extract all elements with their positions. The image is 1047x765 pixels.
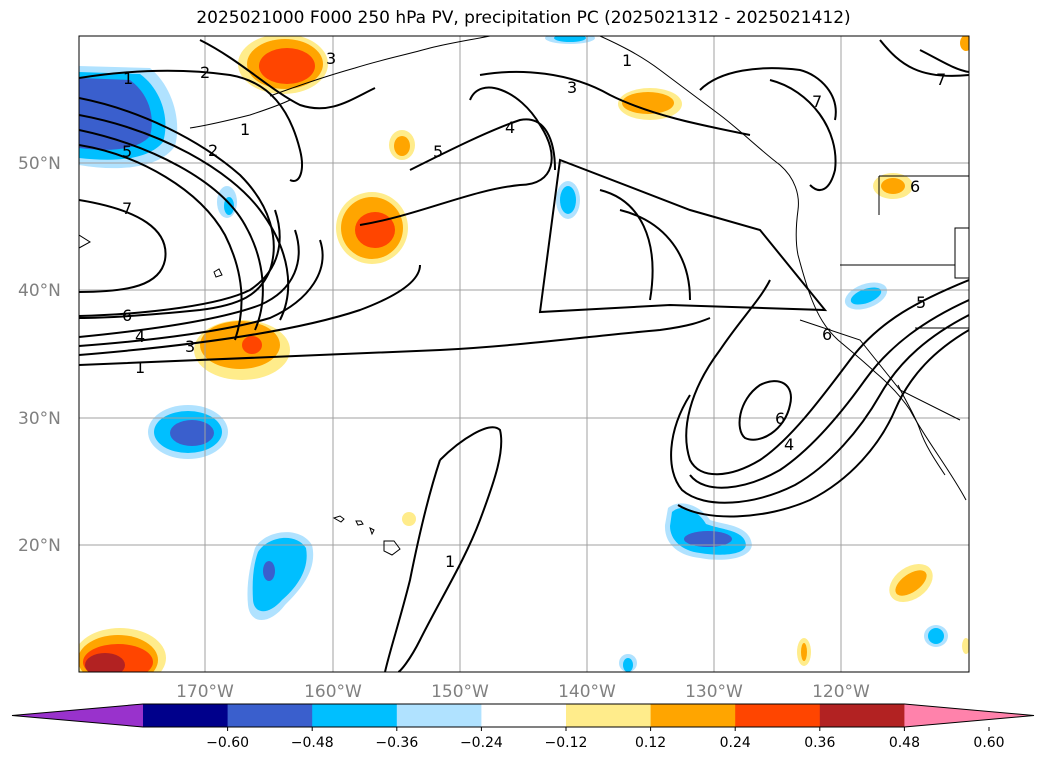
- colorbar: −0.60 −0.48 −0.36 −0.24 −0.12 0.12 0.24 0.36 0.4…: [11, 703, 1035, 751]
- longitude-labels: 170°W 160°W 150°W 140°W 130°W 120°W: [176, 682, 870, 702]
- contour-label: 6: [122, 306, 132, 325]
- colorbar-swatch: [735, 704, 821, 727]
- contour-labels: 1 2 1 3 5 2 7 6 4 3 1 3 4 5 6 4 1 7 7 6 …: [122, 49, 946, 571]
- contour-label: 2: [208, 141, 218, 160]
- colorbar-swatch: [312, 704, 398, 727]
- lat-label: 30°N: [18, 409, 61, 429]
- contour-label: 4: [135, 327, 145, 346]
- colorbar-swatch: [819, 704, 905, 727]
- lon-label: 120°W: [812, 682, 870, 702]
- contour-label: 7: [936, 70, 946, 89]
- colorbar-tick-label: 0.24: [720, 735, 751, 751]
- contour-label: 3: [326, 49, 336, 68]
- contour-label: 3: [185, 337, 195, 356]
- precip-positive-anomalies: [79, 36, 969, 672]
- lon-label: 150°W: [431, 682, 489, 702]
- contour-label: 1: [445, 552, 455, 571]
- colorbar-tick-label: 0.48: [889, 735, 920, 751]
- contour-label: 4: [505, 118, 515, 137]
- contour-label: 7: [122, 199, 132, 218]
- colorbar-tick-label: 0.12: [635, 735, 666, 751]
- colorbar-tick-label: −0.60: [206, 735, 249, 751]
- lat-label: 50°N: [18, 154, 61, 174]
- contour-label: 3: [567, 78, 577, 97]
- contour-label: 4: [784, 435, 794, 454]
- pv-contours: [79, 39, 969, 672]
- contour-label: 7: [812, 92, 822, 111]
- colorbar-swatch: [650, 704, 736, 727]
- map-title: 2025021000 F000 250 hPa PV, precipitatio…: [196, 8, 851, 28]
- lat-label: 40°N: [18, 281, 61, 301]
- colorbar-tick-label: −0.12: [545, 735, 588, 751]
- latitude-labels: 50°N 40°N 30°N 20°N: [18, 154, 61, 556]
- colorbar-swatch: [227, 704, 313, 727]
- colorbar-extend-min: [12, 704, 143, 727]
- colorbar-tick-label: −0.24: [460, 735, 503, 751]
- colorbar-tick-label: −0.36: [375, 735, 418, 751]
- colorbar-tick-label: 0.36: [804, 735, 835, 751]
- colorbar-extend-max: [904, 704, 1034, 727]
- contour-label: 6: [910, 177, 920, 196]
- colorbar-swatch: [481, 704, 567, 727]
- colorbar-outline: [11, 703, 1035, 728]
- precip-negative-anomalies: [79, 36, 948, 672]
- contour-label: 6: [822, 325, 832, 344]
- lon-label: 160°W: [304, 682, 362, 702]
- colorbar-tick-label: −0.48: [291, 735, 334, 751]
- map-border: [78, 35, 970, 673]
- lon-label: 140°W: [558, 682, 616, 702]
- contour-label: 1: [622, 51, 632, 70]
- colorbar-tick-label: 0.60: [973, 735, 1004, 751]
- contour-label: 6: [775, 409, 785, 428]
- lon-label: 170°W: [176, 682, 234, 702]
- contour-label: 1: [135, 358, 145, 377]
- lat-label: 20°N: [18, 536, 61, 556]
- contour-label: 2: [200, 63, 210, 82]
- contour-label: 5: [433, 142, 443, 161]
- contour-label: 5: [122, 142, 132, 161]
- colorbar-swatch: [143, 704, 229, 727]
- lon-label: 130°W: [685, 682, 743, 702]
- contour-label: 1: [240, 120, 250, 139]
- colorbar-swatch: [396, 704, 482, 727]
- contour-label: 1: [123, 69, 133, 88]
- coastlines: [79, 36, 969, 556]
- contour-label: 5: [916, 293, 926, 312]
- colorbar-swatch: [566, 704, 652, 727]
